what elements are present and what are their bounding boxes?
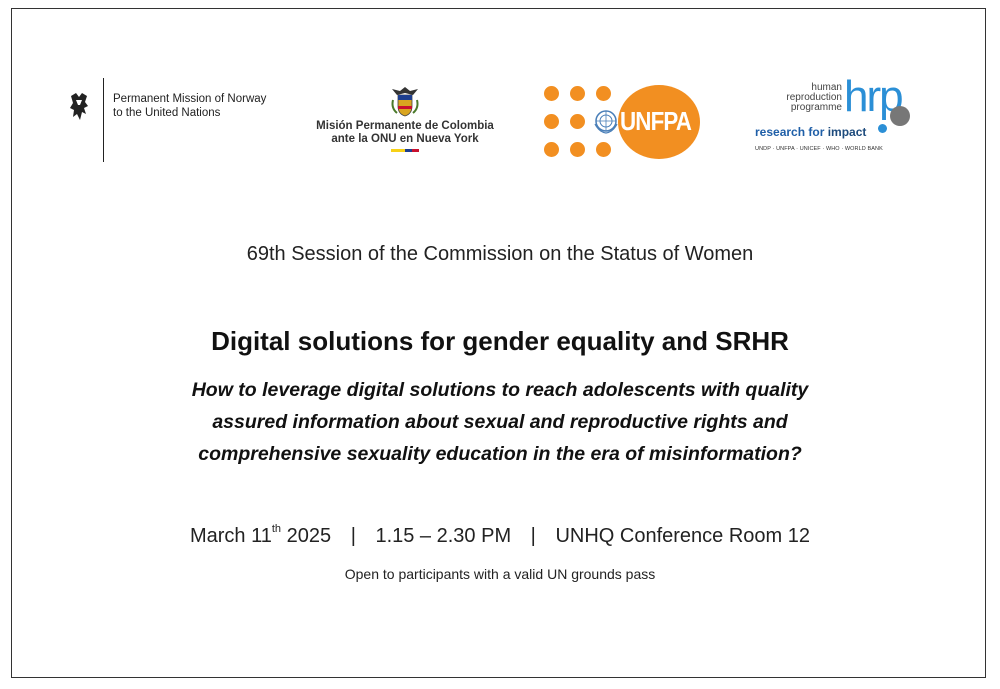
unfpa-dot: [570, 114, 585, 129]
hrp-partners: UNDP · UNFPA · UNICEF · WHO · WORLD BANK: [755, 146, 883, 152]
colombia-mission-text: Misión Permanente de Colombia ante la ON…: [305, 120, 505, 146]
un-emblem-icon: [594, 110, 618, 134]
session-line: 69th Session of the Commission on the St…: [246, 243, 754, 265]
norway-mission-text: Permanent Mission of Norway to the Unite…: [113, 92, 313, 120]
hrp-tagline-a: research for: [755, 125, 825, 139]
invitation-frame: [11, 8, 986, 678]
lion-crest-icon: [70, 93, 88, 120]
colombia-mission-logo: Misión Permanente de Colombia ante la ON…: [305, 86, 505, 156]
unfpa-dot: [570, 86, 585, 101]
unfpa-dot: [570, 142, 585, 157]
unfpa-dot: [544, 114, 559, 129]
date-day: March 11: [189, 525, 272, 547]
details-separator: |: [530, 525, 536, 547]
unfpa-circle: [618, 85, 700, 159]
event-details: March 11th 2025 | 1.15 – 2.30 PM | UNHQ …: [0, 523, 1000, 548]
subtitle-line-2: assured information about sexual and rep…: [212, 411, 788, 433]
unfpa-dot: [544, 86, 559, 101]
norway-line-2: to the United Nations: [113, 107, 221, 119]
event-time: 1.15 – 2.30 PM: [375, 525, 512, 547]
colombia-flag-stripe: [391, 149, 419, 152]
date-year: 2025: [281, 525, 332, 547]
logo-divider: [103, 78, 104, 162]
colombia-line-2: ante la ONU en Nueva York: [331, 133, 479, 145]
event-date: March 11th 2025: [189, 523, 332, 547]
hrp-program-name: human reproduction programme: [750, 83, 842, 113]
event-subtitle: How to leverage digital solutions to rea…: [0, 374, 1000, 470]
hrp-gray-dot: [890, 106, 910, 126]
hrp-logo: human reproduction programme hrp researc…: [750, 72, 920, 160]
unfpa-logo: UNFPA: [540, 82, 705, 160]
event-title: Digital solutions for gender equality an…: [211, 326, 789, 356]
hrp-line-3: programme: [790, 102, 842, 113]
colombia-coat-of-arms-icon: [391, 87, 419, 117]
details-separator: |: [350, 525, 356, 547]
unfpa-dot: [544, 142, 559, 157]
unfpa-dot: [596, 142, 611, 157]
unfpa-dot: [596, 86, 611, 101]
hrp-blue-dot: [878, 124, 887, 133]
colombia-line-1: Misión Permanente de Colombia: [316, 120, 494, 132]
hrp-tagline-b: impact: [827, 125, 867, 139]
hrp-tagline: research for impact: [755, 125, 866, 139]
hrp-line-2: reproduction: [786, 92, 842, 103]
hrp-line-1: human: [811, 82, 842, 93]
norway-line-1: Permanent Mission of Norway: [113, 93, 267, 105]
access-note: Open to participants with a valid UN gro…: [344, 566, 656, 582]
subtitle-line-3: comprehensive sexuality education in the…: [198, 443, 802, 465]
subtitle-line-1: How to leverage digital solutions to rea…: [191, 379, 809, 401]
date-suffix: th: [271, 523, 282, 536]
event-location: UNHQ Conference Room 12: [555, 525, 810, 547]
unfpa-wordmark: UNFPA: [620, 106, 692, 136]
